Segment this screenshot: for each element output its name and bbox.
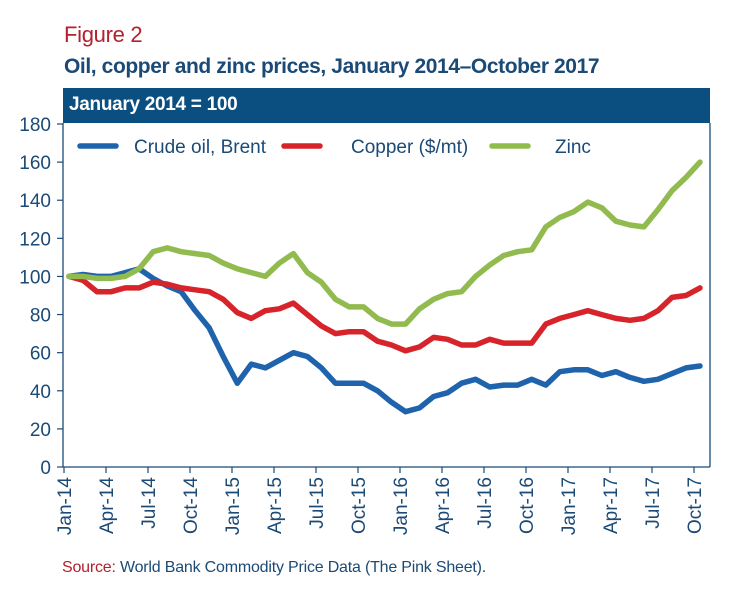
y-tick-label: 100 [19,267,51,288]
x-axis-ticks: Jan-14 Apr-14 Jul-14 Oct-14 Jan-15 Apr-15 Jul-… [55,467,706,535]
x-tick-label: Oct-16 [517,477,538,534]
x-tick-label: Jul-15 [307,477,328,529]
series-line-copper [66,273,703,354]
series-line-oil [66,266,703,415]
x-tick-label: Apr-15 [265,477,286,534]
figure-label: Figure 2 [64,22,143,47]
legend: Crude oil, Brent Copper ($/mt) Zinc [77,137,591,158]
y-tick-label: 60 [30,344,51,365]
x-tick-label: Oct-14 [181,477,202,534]
x-tick-label: Jul-16 [475,477,496,529]
x-tick-label: Apr-14 [97,477,118,534]
x-tick-label: Jul-17 [643,477,664,529]
y-tick-label: 40 [30,382,51,403]
source-note: Source: World Bank Commodity Price Data … [62,559,486,577]
series-lines [66,159,703,415]
y-tick-label: 140 [19,191,51,212]
x-tick-label: Oct-15 [349,477,370,534]
x-tick-label: Jul-14 [139,477,160,529]
chart-title: Oil, copper and zinc prices, January 201… [64,55,600,78]
axes [62,123,711,468]
legend-label-copper: Copper ($/mt) [351,137,468,158]
x-tick-label: Apr-17 [601,477,622,534]
x-tick-label: Jan-14 [55,477,76,536]
y-tick-label: 0 [40,458,51,479]
x-tick-label: Apr-16 [433,477,454,534]
x-tick-label: Jan-16 [391,477,412,535]
y-axis-ticks: 0 20 40 60 80 100 120 140 160 180 [19,115,63,479]
legend-label-zinc: Zinc [555,137,591,158]
header-bar: January 2014 = 100 [63,88,710,123]
x-tick-label: Jan-15 [223,477,244,535]
y-tick-label: 180 [19,115,51,136]
source-text: World Bank Commodity Price Data (The Pin… [115,559,487,576]
y-tick-label: 120 [19,229,51,250]
index-base-note: January 2014 = 100 [69,94,238,115]
x-tick-label: Oct-17 [685,477,706,534]
y-tick-label: 80 [30,306,51,327]
series-line-zinc [66,159,703,327]
y-tick-label: 160 [19,153,51,174]
x-tick-label: Jan-17 [559,477,580,535]
source-label: Source: [62,559,116,576]
y-tick-label: 20 [30,420,51,441]
legend-label-oil: Crude oil, Brent [134,137,267,158]
